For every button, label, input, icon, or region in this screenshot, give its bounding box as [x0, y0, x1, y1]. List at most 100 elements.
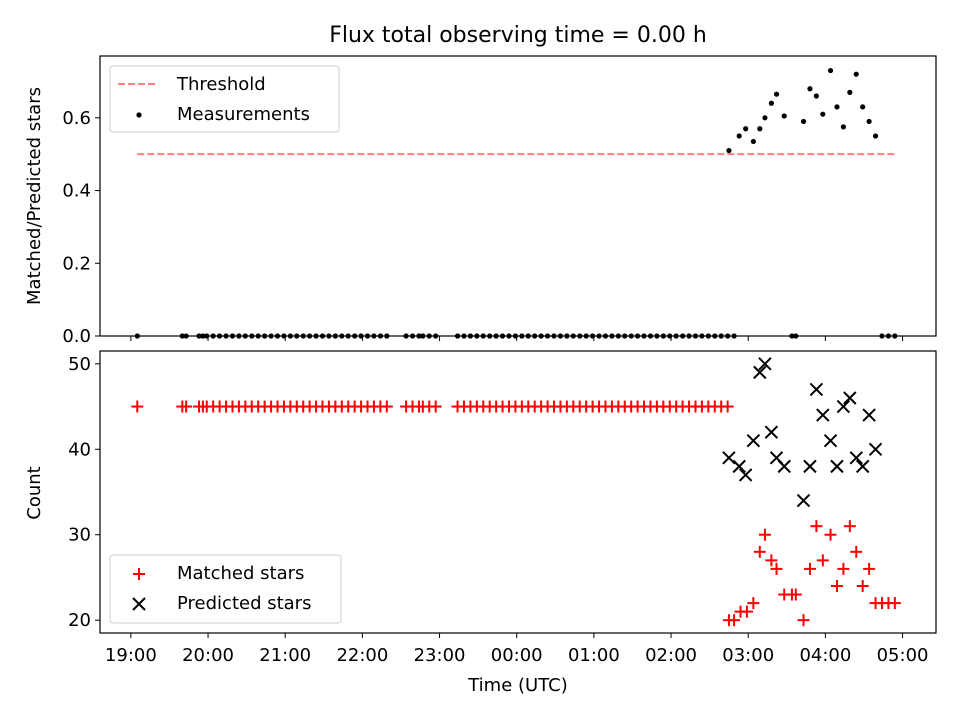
matched-star-point: [747, 597, 760, 610]
x-tick-label: 22:00: [336, 645, 388, 666]
predicted-star-point: [758, 357, 772, 371]
x-tick-label: 21:00: [259, 645, 311, 666]
count-y-tick-label: 50: [68, 354, 91, 375]
measurement-point: [847, 89, 853, 95]
legend-threshold-label: Threshold: [176, 74, 266, 95]
matched-star-point: [830, 580, 843, 592]
x-tick-label: 02:00: [645, 645, 697, 666]
predicted-star-point: [816, 408, 830, 422]
measurement-point: [750, 138, 756, 145]
matched-star-point: [837, 562, 850, 575]
matched-star-point: [856, 580, 869, 592]
matched-star-point: [429, 400, 442, 413]
matched-star-point: [380, 400, 393, 413]
measurement-point: [860, 104, 866, 110]
ratio-y-axis-label: Matched/Predicted stars: [24, 87, 45, 305]
predicted-star-point: [823, 434, 838, 448]
measurement-point: [834, 104, 840, 110]
ratio-y-tick-label: 0.4: [62, 181, 91, 202]
legend-matched-swatch: [133, 568, 145, 580]
matched-star-point: [797, 614, 810, 627]
x-tick-label: 05:00: [877, 645, 929, 666]
x-tick-label: 19:00: [105, 645, 157, 666]
matched-star-point: [721, 400, 734, 413]
matched-star-point: [850, 545, 863, 558]
predicted-star-point: [836, 399, 851, 414]
predicted-star-point: [732, 459, 746, 474]
count-marks: [131, 357, 901, 627]
measurement-point: [807, 86, 813, 92]
count-panel: 20 30 40 50 19:00 20:00 21:00 22:00 23:00 00:00 0…: [24, 350, 937, 696]
matched-star-point: [803, 562, 816, 575]
ratio-y-tick-label: 0.2: [62, 253, 91, 274]
count-y-axis-label: Count: [24, 466, 45, 519]
measurement-point: [781, 113, 787, 119]
predicted-star-point: [753, 365, 767, 380]
measurement-point: [872, 133, 879, 139]
matched-star-point: [816, 554, 829, 567]
x-tick-label: 04:00: [799, 645, 851, 666]
matched-star-point: [131, 400, 144, 413]
ratio-y-tick-label: 0.0: [62, 326, 91, 347]
measurement-point: [773, 91, 780, 97]
predicted-star-point: [849, 451, 863, 465]
x-axis-label: Time (UTC): [467, 675, 568, 696]
ratio-x-ticks: [130, 336, 904, 341]
predicted-star-point: [746, 434, 761, 448]
measurement-point: [827, 67, 834, 74]
matched-star-point: [810, 520, 823, 533]
matched-star-point: [765, 554, 778, 567]
predicted-star-point: [868, 442, 883, 456]
matched-star-point: [753, 545, 766, 558]
ratio-axes-frame: [99, 55, 937, 337]
x-tick-label: 20:00: [182, 645, 234, 666]
legend-measurements-swatch: [136, 112, 142, 118]
matched-star-point: [863, 562, 876, 575]
predicted-star-point: [855, 459, 870, 474]
count-x-ticks: 19:00 20:00 21:00 22:00 23:00 00:00 01:00 02:00…: [105, 633, 929, 666]
count-y-tick-label: 20: [68, 610, 91, 631]
predicted-star-point: [843, 391, 857, 405]
predicted-star-point: [796, 493, 811, 508]
ratio-legend-box: [109, 65, 340, 133]
predicted-star-point: [830, 459, 844, 474]
count-legend: Matched stars Predicted stars: [109, 554, 342, 624]
predicted-star-point: [862, 408, 876, 422]
measurement-point: [820, 111, 826, 117]
predicted-star-point: [803, 459, 817, 474]
ratio-panel: Flux total observing time = 0.00 h 0.0 0.…: [24, 23, 937, 347]
measurement-point: [768, 100, 774, 106]
measurement-point: [743, 126, 749, 132]
matched-star-point: [180, 400, 193, 413]
x-tick-label: 03:00: [722, 645, 774, 666]
ratio-y-ticks: 0.0 0.2 0.4 0.6: [62, 108, 100, 347]
measurement-point: [840, 124, 846, 130]
matched-star-point: [888, 597, 901, 610]
measurement-point: [736, 133, 742, 139]
matched-star-point: [770, 562, 783, 575]
measurement-point: [866, 118, 872, 125]
legend-predicted-label: Predicted stars: [177, 593, 311, 614]
measurement-point: [813, 93, 819, 99]
measurement-point: [762, 115, 768, 121]
count-y-tick-label: 40: [68, 439, 91, 460]
x-tick-label: 00:00: [491, 645, 543, 666]
matched-star-point: [728, 614, 741, 627]
measurement-point: [853, 71, 859, 77]
measurement-point: [726, 147, 732, 154]
predicted-star-point: [764, 425, 779, 439]
legend-measurements-label: Measurements: [177, 104, 310, 125]
matched-star-point: [843, 520, 856, 533]
measurement-point: [757, 126, 763, 132]
matched-star-point: [824, 528, 837, 541]
x-tick-label: 01:00: [568, 645, 620, 666]
predicted-star-point: [809, 382, 824, 397]
predicted-star-point: [722, 451, 736, 465]
count-y-ticks: 20 30 40 50: [68, 354, 100, 631]
count-axes-frame: [99, 350, 937, 634]
matched-star-point: [789, 588, 802, 601]
legend-matched-label: Matched stars: [177, 563, 304, 584]
chart-title: Flux total observing time = 0.00 h: [329, 23, 707, 48]
x-tick-label: 23:00: [414, 645, 466, 666]
